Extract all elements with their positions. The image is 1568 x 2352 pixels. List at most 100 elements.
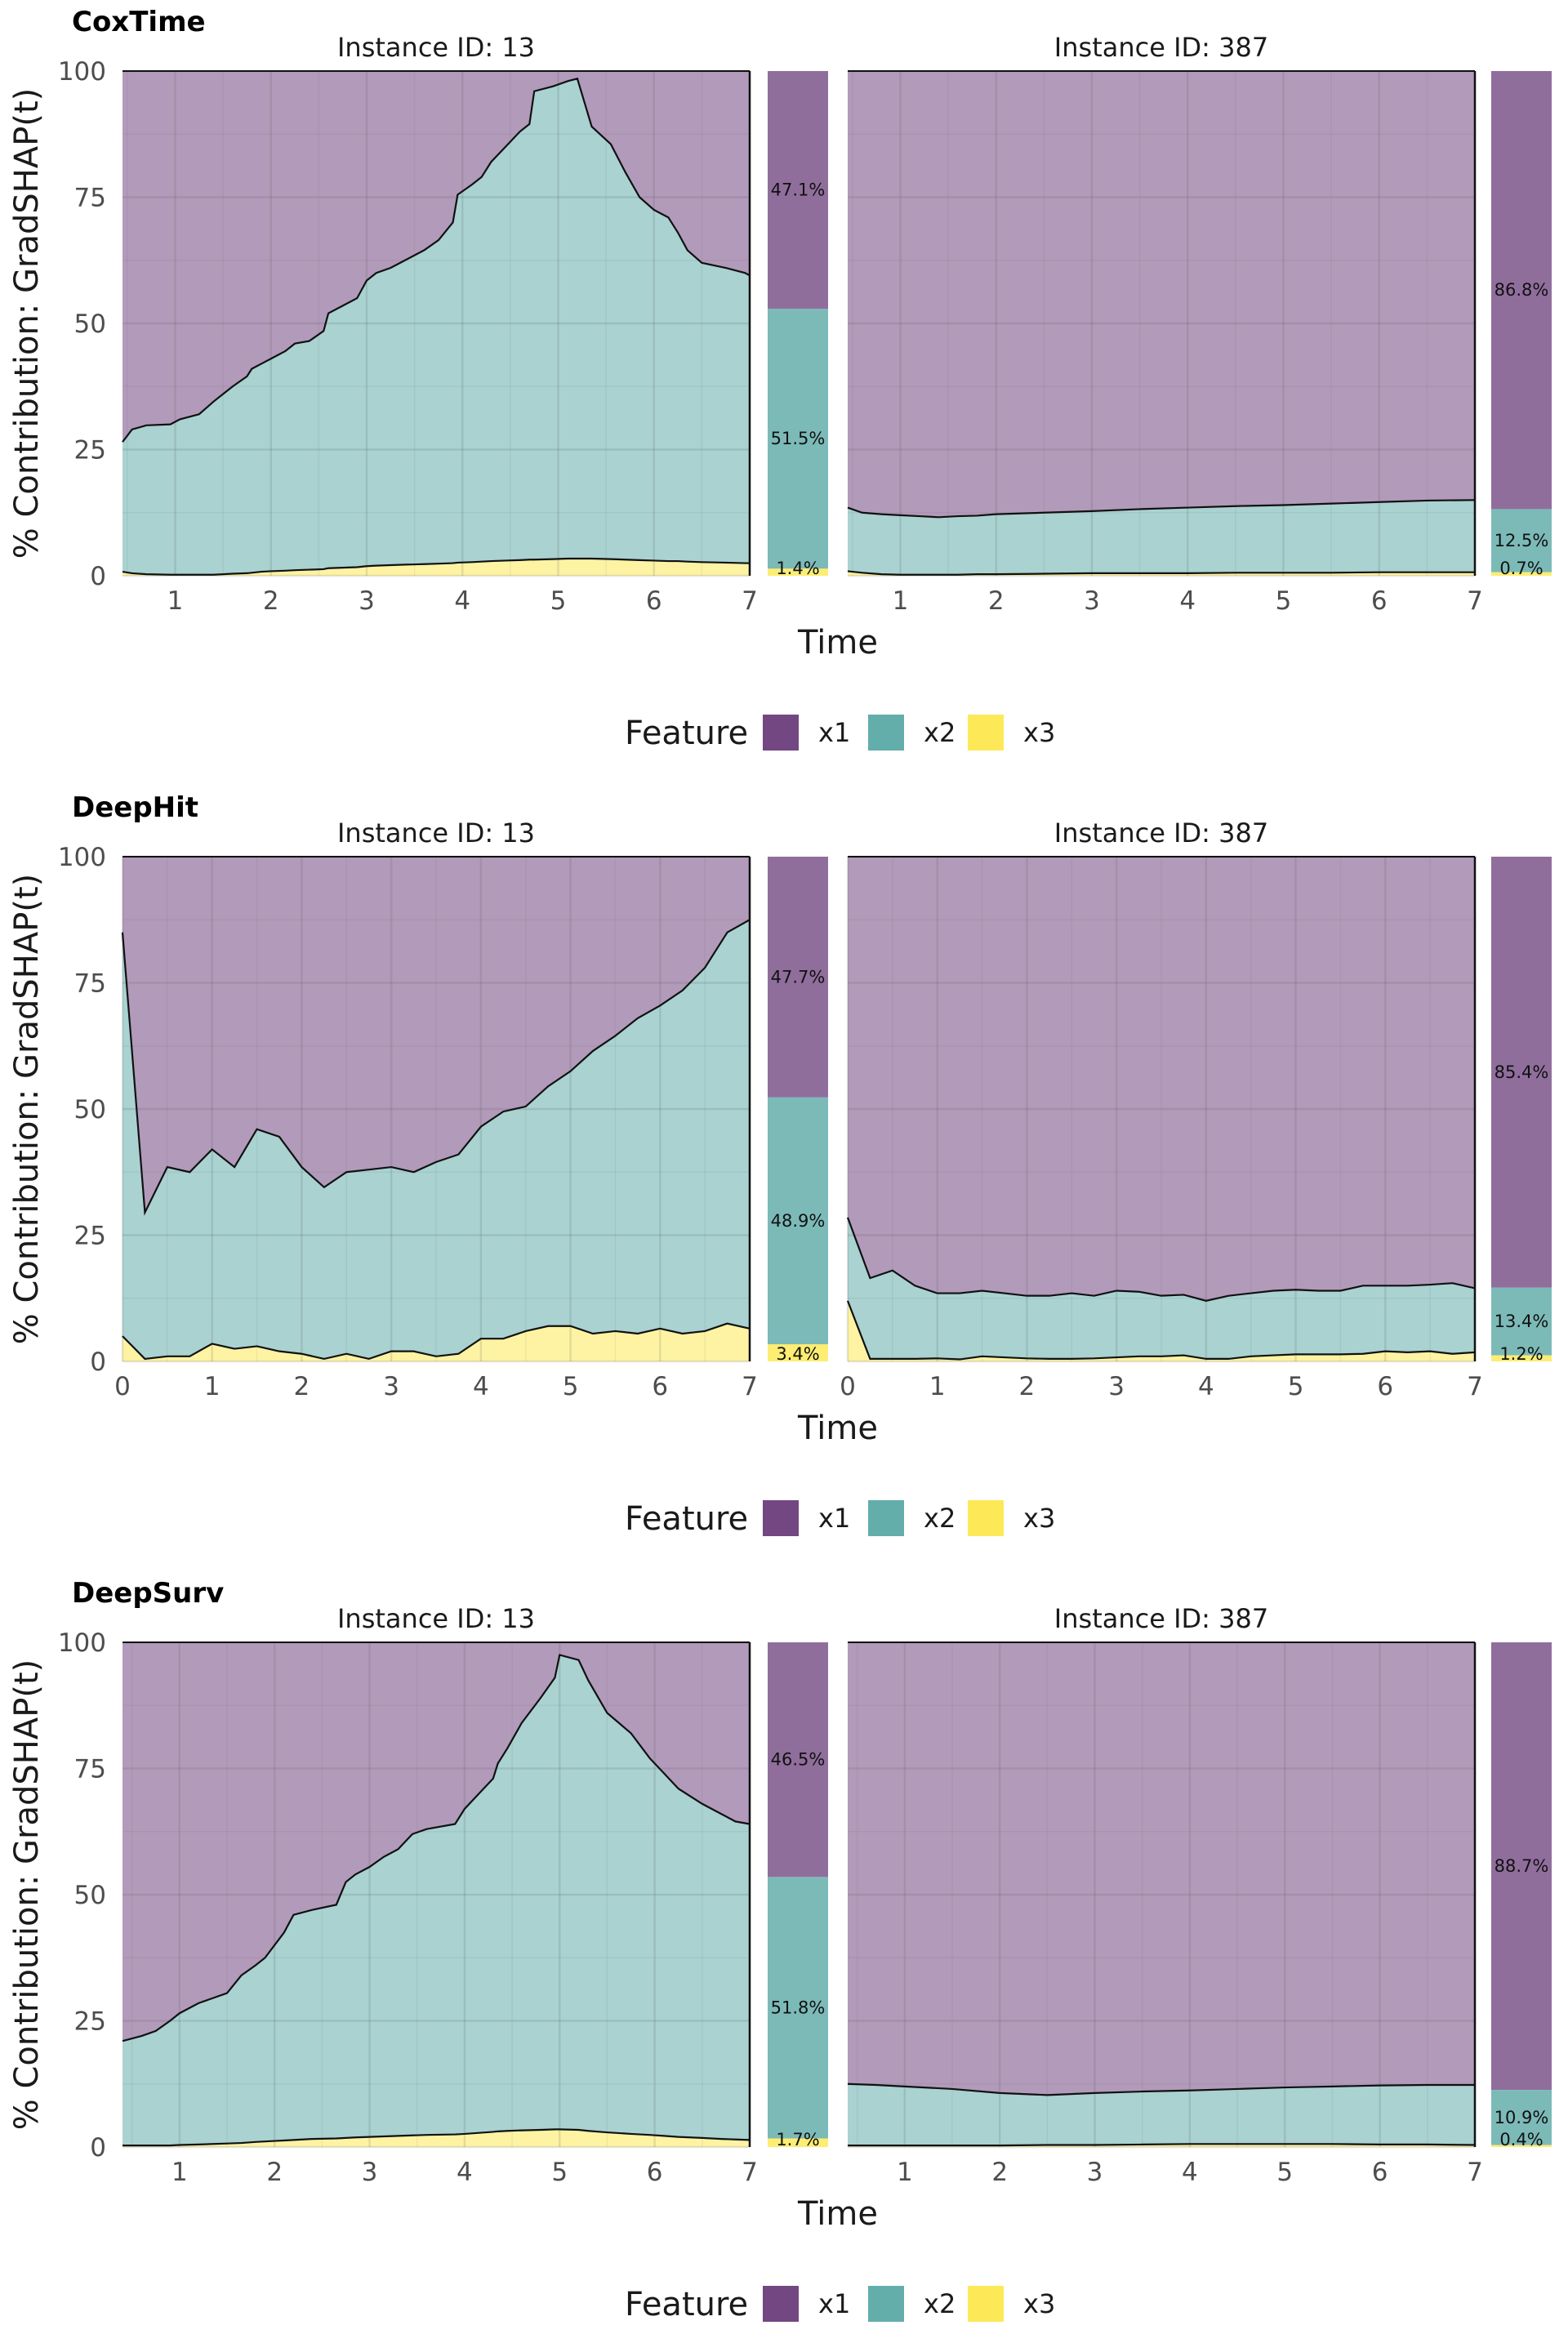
panel-2: Instance ID: 387 0 1 2 3 4 5 6 7 85.4% 13.4% 1.2%	[840, 817, 1552, 1401]
y-tick-label: 75	[74, 969, 106, 999]
summary-segment-x3	[1491, 572, 1552, 576]
panel-strip-title: Instance ID: 387	[1054, 817, 1268, 849]
x-tick-label: 2	[988, 586, 1004, 616]
legend-label-x3: x3	[1023, 717, 1055, 748]
y-axis-label: % Contribution: GradSHAP(t)	[8, 88, 46, 559]
legend-key-x1	[763, 2286, 799, 2322]
summary-segment-x1	[768, 857, 828, 1098]
summary-label-x3: 1.7%	[776, 2130, 819, 2149]
x-tick-label: 6	[646, 586, 662, 616]
boundary-line-x3	[847, 570, 1475, 576]
summary-segment-x2	[1491, 2090, 1552, 2145]
summary-label-x1: 86.8%	[1494, 280, 1549, 300]
area-x1	[122, 71, 750, 443]
x-axis-label: Time	[797, 624, 878, 662]
x-tick-label: 0	[840, 1372, 856, 1401]
y-axis-label: % Contribution: GradSHAP(t)	[8, 1659, 46, 2130]
panel-strip-title: Instance ID: 13	[337, 1603, 535, 1634]
summary-segment-x2	[768, 1877, 828, 2139]
legend-key-x2	[868, 2286, 904, 2322]
summary-segment-x2	[768, 309, 828, 569]
area-x2	[122, 78, 750, 575]
x-tick-label: 2	[1019, 1372, 1036, 1401]
x-tick-label: 7	[742, 1372, 758, 1401]
panel-1: Instance ID: 13 0 1 2 3 4 5 6 7 47.7% 48.9% 3.4%	[114, 817, 828, 1401]
summary-bar: 47.7% 48.9% 3.4%	[768, 857, 828, 1364]
summary-bar: 85.4% 13.4% 1.2%	[1491, 857, 1552, 1364]
area-x1	[122, 857, 750, 1213]
x-tick-label: 4	[473, 1372, 489, 1401]
panel-2: Instance ID: 387 1 2 3 4 5 6 7 86.8% 12.5% 0.7%	[847, 32, 1552, 616]
panel-1: Instance ID: 13 1 2 3 4 5 6 7 47.1% 51.5% 1.4%	[122, 32, 828, 616]
summary-segment-x1	[768, 1642, 828, 1878]
legend-key-x2	[868, 1500, 904, 1536]
boundary-line-x3	[846, 1300, 1476, 1361]
x-axis-label: Time	[797, 2195, 878, 2233]
x-tick-label: 4	[1182, 2158, 1198, 2187]
boundary-line-x3	[122, 557, 750, 576]
gridlines	[122, 69, 751, 577]
area-x1	[122, 1642, 750, 2042]
summary-label-x1: 46.5%	[771, 1750, 826, 1770]
y-tick-label: 75	[74, 184, 106, 213]
boundary-line-x2	[122, 1654, 751, 2042]
summary-segment-x3	[1491, 2145, 1552, 2147]
legend: Feature x1 x2 x3	[625, 2286, 1055, 2323]
y-tick-label: 100	[58, 1628, 106, 1658]
y-tick-label: 50	[74, 1095, 106, 1125]
y-tick-label: 25	[74, 436, 106, 466]
legend: Feature x1 x2 x3	[625, 1500, 1055, 1538]
summary-label-x1: 47.1%	[771, 180, 826, 200]
x-tick-label: 4	[454, 586, 470, 616]
y-tick-label: 100	[58, 57, 106, 87]
boundary-line-x2	[122, 77, 751, 443]
y-axis-label: % Contribution: GradSHAP(t)	[8, 874, 46, 1344]
summary-segment-x3	[768, 1343, 828, 1361]
x-tick-label: 3	[1084, 586, 1100, 616]
summary-label-x3: 1.4%	[776, 559, 819, 578]
legend-label-x1: x1	[818, 2288, 850, 2319]
panel-2: Instance ID: 387 1 2 3 4 5 6 7 88.7% 10.9% 0.4%	[847, 1603, 1552, 2187]
legend-key-x1	[763, 715, 799, 751]
y-tick-label: 75	[74, 1755, 106, 1784]
x-tick-label: 1	[204, 1372, 220, 1401]
x-tick-label: 1	[929, 1372, 946, 1401]
x-tick-label: 3	[359, 586, 375, 616]
x-tick-label: 6	[1372, 2158, 1388, 2187]
summary-label-x2: 48.9%	[771, 1211, 826, 1231]
x-tick-label: 6	[1371, 586, 1388, 616]
x-tick-label: 5	[1276, 2158, 1293, 2187]
legend-key-x1	[763, 1500, 799, 1536]
summary-segment-x1	[768, 71, 828, 310]
legend-label-x1: x1	[818, 1503, 850, 1534]
x-tick-label: 7	[1467, 2158, 1483, 2187]
x-tick-label: 3	[362, 2158, 378, 2187]
area-x3	[122, 2129, 750, 2147]
chart-deephit: DeepHit% Contribution: GradSHAP(t)025507…	[8, 791, 1552, 1538]
legend-key-x3	[968, 715, 1004, 751]
summary-label-x2: 12.5%	[1494, 531, 1549, 550]
summary-segment-x3	[768, 2138, 828, 2147]
boundary-line-x2	[847, 2082, 1475, 2096]
boundary-line-x2	[846, 1217, 1476, 1302]
chart-title: DeepSurv	[72, 1577, 224, 1610]
panel-strip-title: Instance ID: 13	[337, 32, 535, 63]
legend-title: Feature	[625, 715, 748, 752]
x-tick-label: 7	[1467, 1372, 1483, 1401]
x-tick-label: 3	[383, 1372, 399, 1401]
x-tick-label: 5	[563, 1372, 579, 1401]
x-tick-label: 1	[893, 586, 909, 616]
summary-segment-x2	[768, 1097, 828, 1344]
x-tick-label: 4	[457, 2158, 473, 2187]
x-tick-label: 5	[551, 2158, 568, 2187]
summary-label-x3: 1.2%	[1499, 1344, 1543, 1364]
chart-coxtime: CoxTime% Contribution: GradSHAP(t)025507…	[8, 6, 1552, 752]
legend-label-x3: x3	[1023, 2288, 1055, 2319]
chart-title: DeepHit	[72, 791, 198, 824]
panel-strip-title: Instance ID: 13	[337, 817, 535, 849]
boundary-line-x2	[847, 499, 1476, 519]
legend-key-x3	[968, 1500, 1004, 1536]
summary-bar: 46.5% 51.8% 1.7%	[768, 1642, 828, 2149]
y-tick-label: 100	[58, 843, 106, 872]
legend: Feature x1 x2 x3	[625, 715, 1055, 752]
